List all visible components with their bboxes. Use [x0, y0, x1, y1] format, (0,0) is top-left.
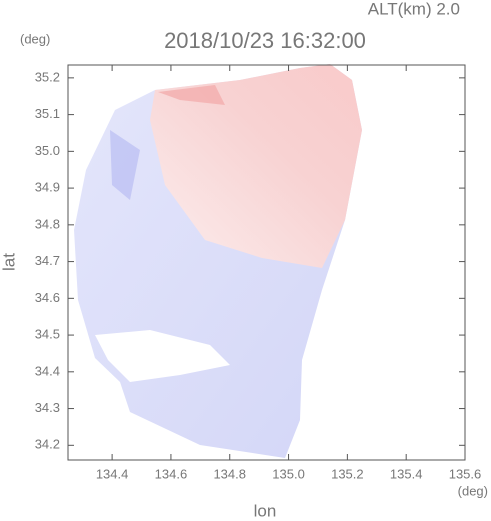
plot-frame: [67, 64, 466, 461]
y-tick-label: 34.9: [35, 180, 60, 195]
y-tick-label: 35.1: [35, 106, 60, 121]
y-tick-label: 34.5: [35, 327, 60, 342]
radar-field: [74, 64, 362, 458]
y-unit: (deg): [20, 31, 50, 46]
y-tick-label: 34.8: [35, 216, 60, 231]
x-tick-label: 135.2: [331, 466, 364, 481]
x-tick-label: 135.0: [272, 466, 305, 481]
y-tick-label: 34.4: [35, 363, 60, 378]
y-tick-label: 34.7: [35, 253, 60, 268]
x-tick-label: 135.4: [390, 466, 423, 481]
x-tick-label: 134.4: [96, 466, 129, 481]
y-tick-label: 35.0: [35, 143, 60, 158]
y-axis-label: lat: [0, 253, 18, 271]
x-axis-label: lon: [254, 501, 277, 520]
x-unit: (deg): [458, 483, 488, 498]
y-tick-label: 34.6: [35, 290, 60, 305]
x-tick-label: 135.6: [449, 466, 482, 481]
altitude: ALT(km) 2.0: [368, 0, 460, 18]
x-tick-label: 134.8: [213, 466, 246, 481]
y-tick-label: 35.2: [35, 69, 60, 84]
x-tick-label: 134.6: [155, 466, 188, 481]
y-tick-label: 34.2: [35, 437, 60, 452]
y-tick-label: 34.3: [35, 400, 60, 415]
chart-title: 2018/10/23 16:32:00: [164, 28, 366, 53]
